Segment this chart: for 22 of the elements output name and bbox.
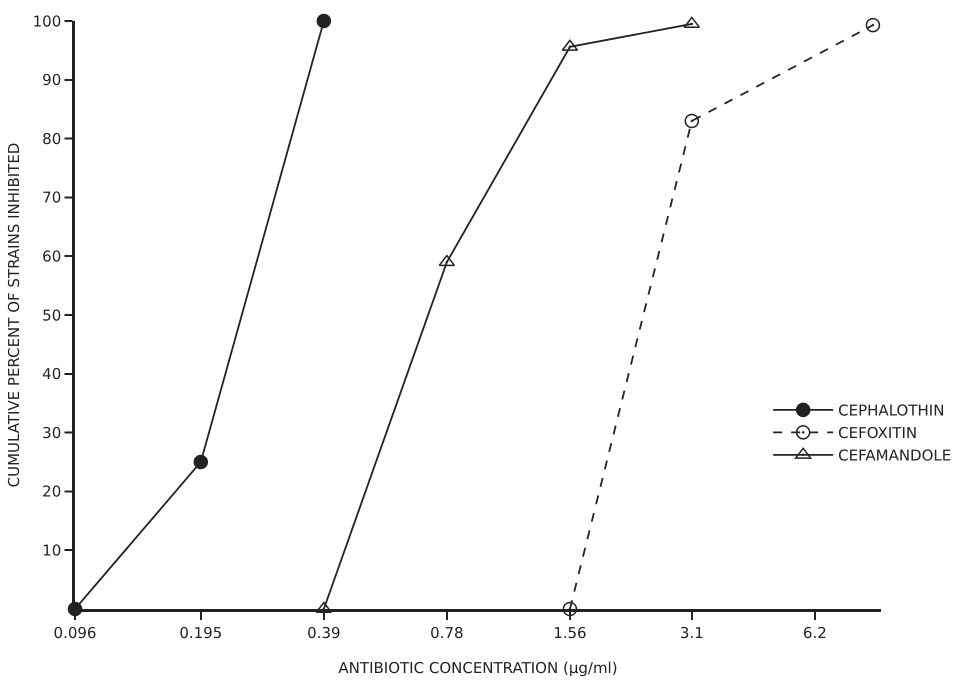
x-tick-label: 0.78 — [430, 624, 464, 642]
y-tick-label: 80 — [42, 130, 62, 148]
x-tick-label: 1.56 — [553, 624, 587, 642]
y-tick-label: 20 — [42, 482, 62, 501]
x-tick-label: 6.2 — [802, 624, 827, 642]
x-tick-label: 0.096 — [54, 624, 96, 642]
y-tick-label: 30 — [42, 424, 62, 442]
x-tick-label: 0.39 — [307, 624, 341, 642]
y-tick-label: 10 — [42, 541, 62, 560]
y-tick-label: 40 — [42, 365, 62, 384]
y-tick-label: 90 — [42, 71, 62, 90]
y-tick-label: 100 — [32, 12, 62, 30]
legend-label: CEPHALOTHIN — [838, 402, 944, 420]
y-tick-label: 70 — [42, 188, 62, 207]
y-tick-label: 60 — [42, 247, 62, 266]
legend-label: CEFAMANDOLE — [838, 446, 952, 465]
x-tick-label: 3.1 — [680, 624, 704, 642]
x-tick-label: 0.195 — [179, 624, 222, 642]
legend-label: CEFOXITIN — [838, 424, 918, 442]
y-axis-title: CUMULATIVE PERCENT OF STRAINS INHIBITED — [4, 142, 23, 488]
x-axis-title: ANTIBIOTIC CONCENTRATION (μg/ml) — [338, 658, 618, 677]
y-tick-label: 50 — [42, 306, 62, 324]
